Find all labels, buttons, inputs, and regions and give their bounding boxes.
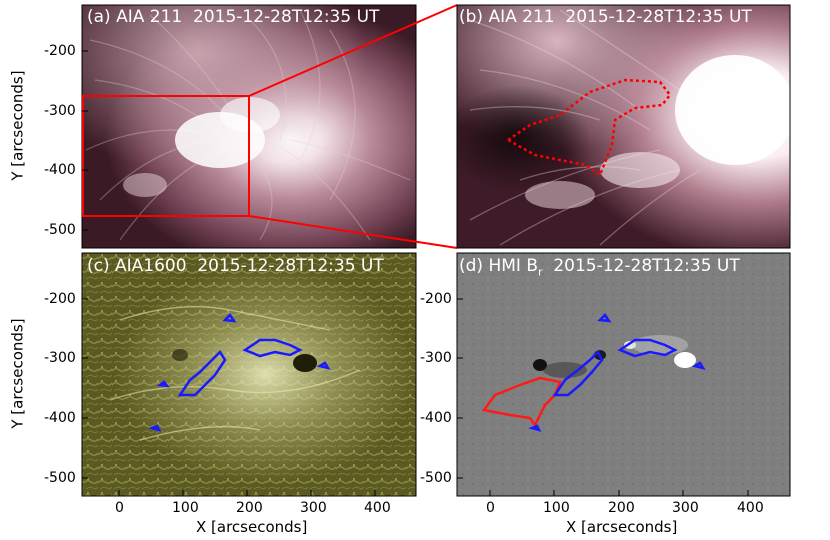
xtick-d-400: 400 — [737, 500, 764, 516]
panel-c-label: (c) AIA1600 2015-12-28T12:35 UT — [87, 256, 384, 276]
xtick-d-300: 300 — [672, 500, 699, 516]
red-dotted-contour — [505, 78, 672, 177]
panel-c-image — [82, 253, 416, 496]
xtick-c-0: 0 — [115, 500, 124, 516]
ytick-a-1: -200 — [44, 43, 76, 59]
ytick-a-4: -500 — [44, 222, 76, 238]
y-axis-label-top: Y [arcseconds] — [8, 70, 27, 181]
panel-d-image — [457, 253, 790, 496]
zoom-box — [82, 95, 250, 217]
ytick-d-2: -300 — [420, 350, 452, 366]
ytick-c-1: -200 — [44, 291, 76, 307]
panel-d-label: (d) HMI Br 2015-12-28T12:35 UT — [459, 256, 740, 279]
ytick-c-3: -400 — [44, 410, 76, 426]
ytick-a-3: -400 — [44, 162, 76, 178]
y-axis-label-bottom: Y [arcseconds] — [8, 318, 27, 429]
panel-b-image — [457, 5, 790, 248]
ytick-d-3: -400 — [420, 410, 452, 426]
xtick-c-300: 300 — [300, 500, 327, 516]
ytick-c-2: -300 — [44, 350, 76, 366]
ytick-d-4: -500 — [420, 470, 452, 486]
tick-marks — [82, 50, 749, 496]
x-axis-label-left: X [arcseconds] — [196, 518, 308, 536]
ytick-d-1: -200 — [420, 291, 452, 307]
xtick-d-0: 0 — [486, 500, 495, 516]
xtick-d-200: 200 — [608, 500, 635, 516]
panel-d-label-sub: r — [538, 265, 543, 279]
xtick-c-200: 200 — [236, 500, 263, 516]
panel-d-label-tail: 2015-12-28T12:35 UT — [542, 256, 740, 276]
ytick-a-2: -300 — [44, 103, 76, 119]
xtick-c-400: 400 — [364, 500, 391, 516]
xtick-c-100: 100 — [172, 500, 199, 516]
blue-contours-d — [528, 313, 706, 432]
x-axis-label-right: X [arcseconds] — [566, 518, 678, 536]
panel-d-label-main: (d) HMI B — [459, 256, 538, 276]
xtick-d-100: 100 — [543, 500, 570, 516]
ytick-c-4: -500 — [44, 470, 76, 486]
panel-a-label: (a) AIA 211 2015-12-28T12:35 UT — [87, 7, 380, 27]
blue-contours-c — [148, 313, 331, 432]
panel-b-label: (b) AIA 211 2015-12-28T12:35 UT — [459, 7, 752, 27]
